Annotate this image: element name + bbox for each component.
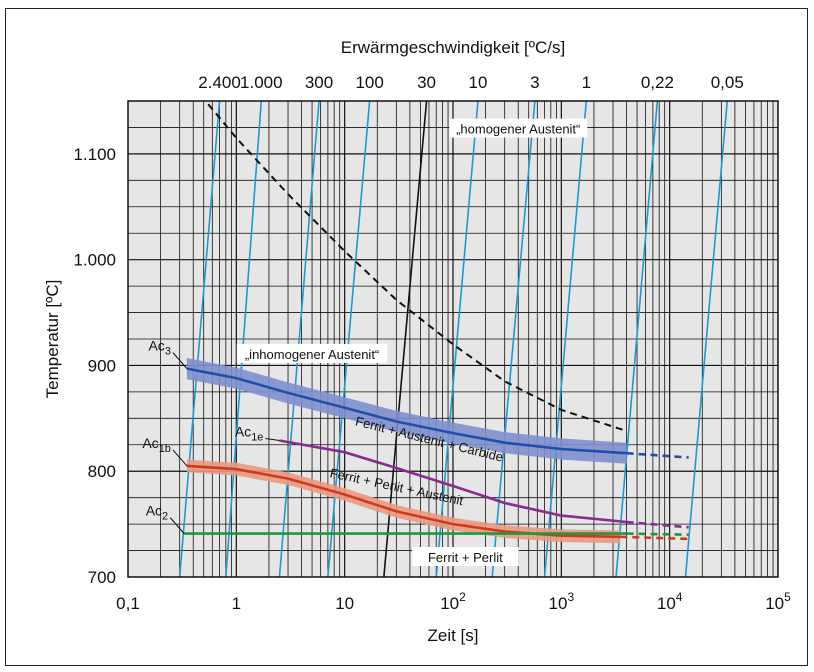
- plot-border: [127, 100, 779, 578]
- annotation-text: Ferrit + Perlit: [428, 550, 503, 565]
- heating-rate-line: [491, 101, 536, 577]
- series-line-homogenisation: [207, 103, 627, 432]
- annotation-box: [412, 547, 519, 567]
- x-tick-label: 10: [335, 594, 354, 613]
- annotation: „homogener Austenit“: [449, 118, 588, 138]
- heating-rate-line: [383, 101, 428, 577]
- series-band-ac3: [186, 358, 627, 464]
- series-label-leader: [265, 438, 280, 442]
- series-labels: Ac3 Ac1b Ac1e Ac2: [142, 338, 280, 534]
- x-tick-label: 0,1: [116, 594, 140, 613]
- heating-rate-label: 300: [305, 73, 333, 92]
- heating-rate-label: 2.400: [198, 73, 241, 92]
- heating-rate-label: 30: [417, 73, 436, 92]
- x-tick-label: 1: [232, 594, 241, 613]
- heating-rate-lines: [178, 101, 729, 577]
- x-axis-title: Zeit [s]: [427, 626, 478, 645]
- y-tick-label: 900: [88, 356, 116, 375]
- x-tick-label: 103: [549, 590, 575, 613]
- heating-rate-label: 3: [530, 73, 539, 92]
- y-tick-label: 700: [88, 568, 116, 587]
- series-line-ac3: [186, 367, 627, 455]
- annotation: „inhomogener Austenit“: [236, 343, 388, 363]
- x-axis-ticks: 0,1 1 10 102 103 104 105: [116, 590, 791, 613]
- y-tick-label: 1.000: [73, 251, 116, 270]
- heating-rate-line: [543, 101, 588, 577]
- y-tick-label: 800: [88, 462, 116, 481]
- heating-rate-line: [278, 101, 320, 577]
- series-label-leader: [172, 352, 188, 369]
- series-extension-ac2: [626, 532, 689, 536]
- series-label-ac3: Ac3: [148, 338, 170, 358]
- series-label-ac1e: Ac1e: [235, 424, 264, 444]
- y-axis-ticks: 700 800 900 1.000 1.100: [73, 145, 116, 587]
- heating-rate-label: 1: [582, 73, 591, 92]
- series-label-leader: [169, 517, 185, 534]
- series-line-ac1e: [279, 439, 627, 524]
- series-label-ac2: Ac2: [146, 503, 168, 523]
- heating-rate-label: 100: [355, 73, 383, 92]
- series-group: [184, 103, 689, 544]
- x2-axis-title: Erwärmgeschwindigkeit [ºC/s]: [341, 38, 565, 57]
- heating-rate-label: 10: [469, 73, 488, 92]
- heating-rate-label: 1.000: [240, 73, 283, 92]
- y-tick-label: 1.100: [73, 145, 116, 164]
- y-axis-title: Temperatur [ºC]: [43, 280, 62, 399]
- heating-rate-line: [615, 101, 659, 577]
- heating-rate-label: 0,22: [641, 73, 674, 92]
- annotation-text: „homogener Austenit“: [456, 122, 580, 137]
- heating-rate-label: 0,05: [711, 73, 744, 92]
- annotation-box: [236, 343, 388, 363]
- figure-frame: [5, 8, 808, 666]
- annotation-box: [449, 118, 588, 138]
- series-label-leader: [172, 449, 188, 467]
- heating-rate-line: [684, 101, 729, 577]
- series-extension-ac3: [626, 451, 689, 459]
- x-tick-label: 104: [657, 590, 683, 613]
- annotation-text: „inhomogener Austenit“: [245, 347, 379, 362]
- series-extension-ac1e: [626, 520, 689, 529]
- heating-rate-line: [435, 101, 479, 577]
- heating-rate-labels: 2.400 1.000 300 100 30 10 3 1 0,22 0,05: [198, 73, 744, 92]
- x-tick-label: 105: [765, 590, 791, 613]
- x-tick-label: 102: [440, 590, 466, 613]
- series-label-ac1b: Ac1b: [142, 435, 171, 455]
- heating-rate-line: [225, 101, 263, 577]
- heating-rate-line: [178, 101, 221, 577]
- annotation: Ferrit + Perlit: [412, 547, 519, 567]
- grid: [128, 101, 778, 577]
